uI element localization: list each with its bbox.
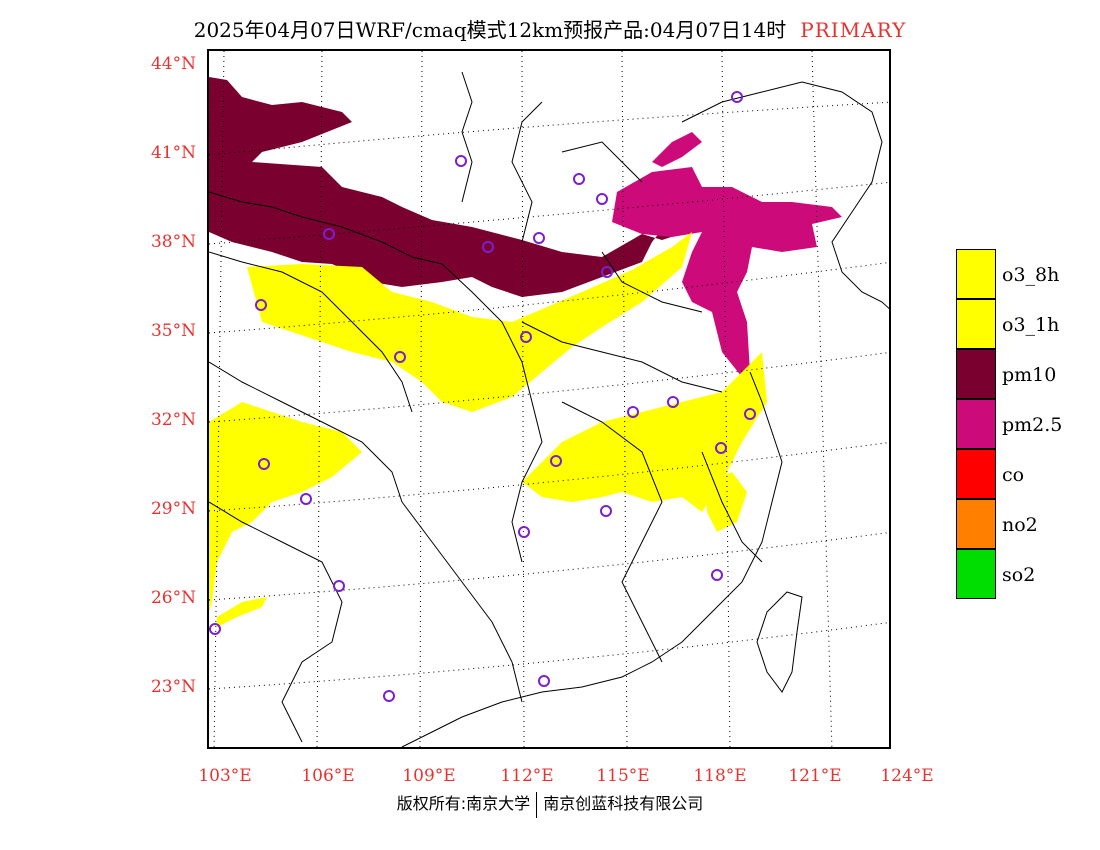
lon-label-103: 103°E: [198, 766, 252, 786]
lon-label-106: 106°E: [301, 766, 355, 786]
pm10-region: [209, 77, 762, 297]
map-canvas: [209, 51, 889, 747]
coastline: [401, 81, 889, 747]
copyright-footer: 版权所有:南京大学 南京创蓝科技有限公司: [0, 790, 1100, 818]
legend-swatch: [956, 449, 996, 499]
legend-label: o3_8h: [1002, 264, 1060, 286]
lon-label-124: 124°E: [880, 766, 934, 786]
lat-label-26: 26°N: [150, 588, 196, 608]
lat-label-38: 38°N: [150, 232, 196, 252]
legend-swatch: [956, 349, 996, 399]
pm25-spot-north: [652, 132, 702, 167]
copyright-owner: 版权所有:南京大学: [396, 794, 531, 813]
lat-label-32: 32°N: [150, 410, 196, 430]
lon-label-118: 118°E: [693, 766, 747, 786]
copyright-divider: [536, 791, 538, 818]
legend-swatch: [956, 249, 996, 299]
province-borders: [209, 71, 763, 743]
lon-label-121: 121°E: [788, 766, 842, 786]
legend-label: no2: [1002, 514, 1038, 536]
legend-label: pm10: [1002, 364, 1057, 386]
map-panel: [207, 49, 891, 749]
o3-band-west: [209, 402, 362, 612]
legend-label: o3_1h: [1002, 314, 1060, 336]
map-title: 2025年04月07日WRF/cmaq模式12km预报产品:04月07日14时 P…: [0, 14, 1100, 43]
title-text: 2025年04月07日WRF/cmaq模式12km预报产品:04月07日14时: [193, 18, 787, 42]
o3-band-central: [522, 352, 767, 512]
lat-label-23: 23°N: [150, 677, 196, 697]
lon-label-115: 115°E: [596, 766, 650, 786]
copyright-company: 南京创蓝科技有限公司: [543, 794, 704, 813]
o3-band-east: [707, 472, 747, 532]
title-primary-tag: PRIMARY: [800, 18, 907, 42]
legend-swatch: [956, 299, 996, 349]
lat-label-29: 29°N: [150, 499, 196, 519]
legend-label: pm2.5: [1002, 414, 1063, 436]
legend-label: co: [1002, 464, 1025, 486]
graticule: [209, 51, 889, 747]
pm25-region: [612, 167, 842, 377]
o3-band-north: [247, 232, 692, 412]
lat-label-44: 44°N: [150, 54, 196, 74]
o3-band-southwest: [217, 597, 267, 627]
lat-label-41: 41°N: [150, 143, 196, 163]
legend-swatch: [956, 399, 996, 449]
legend-swatch: [956, 499, 996, 549]
city-markers: [209, 91, 756, 702]
legend-label: so2: [1002, 564, 1036, 586]
taiwan-outline: [756, 591, 803, 693]
lon-label-109: 109°E: [402, 766, 456, 786]
lat-label-35: 35°N: [150, 321, 196, 341]
lon-label-112: 112°E: [500, 766, 554, 786]
legend-swatch: [956, 549, 996, 599]
